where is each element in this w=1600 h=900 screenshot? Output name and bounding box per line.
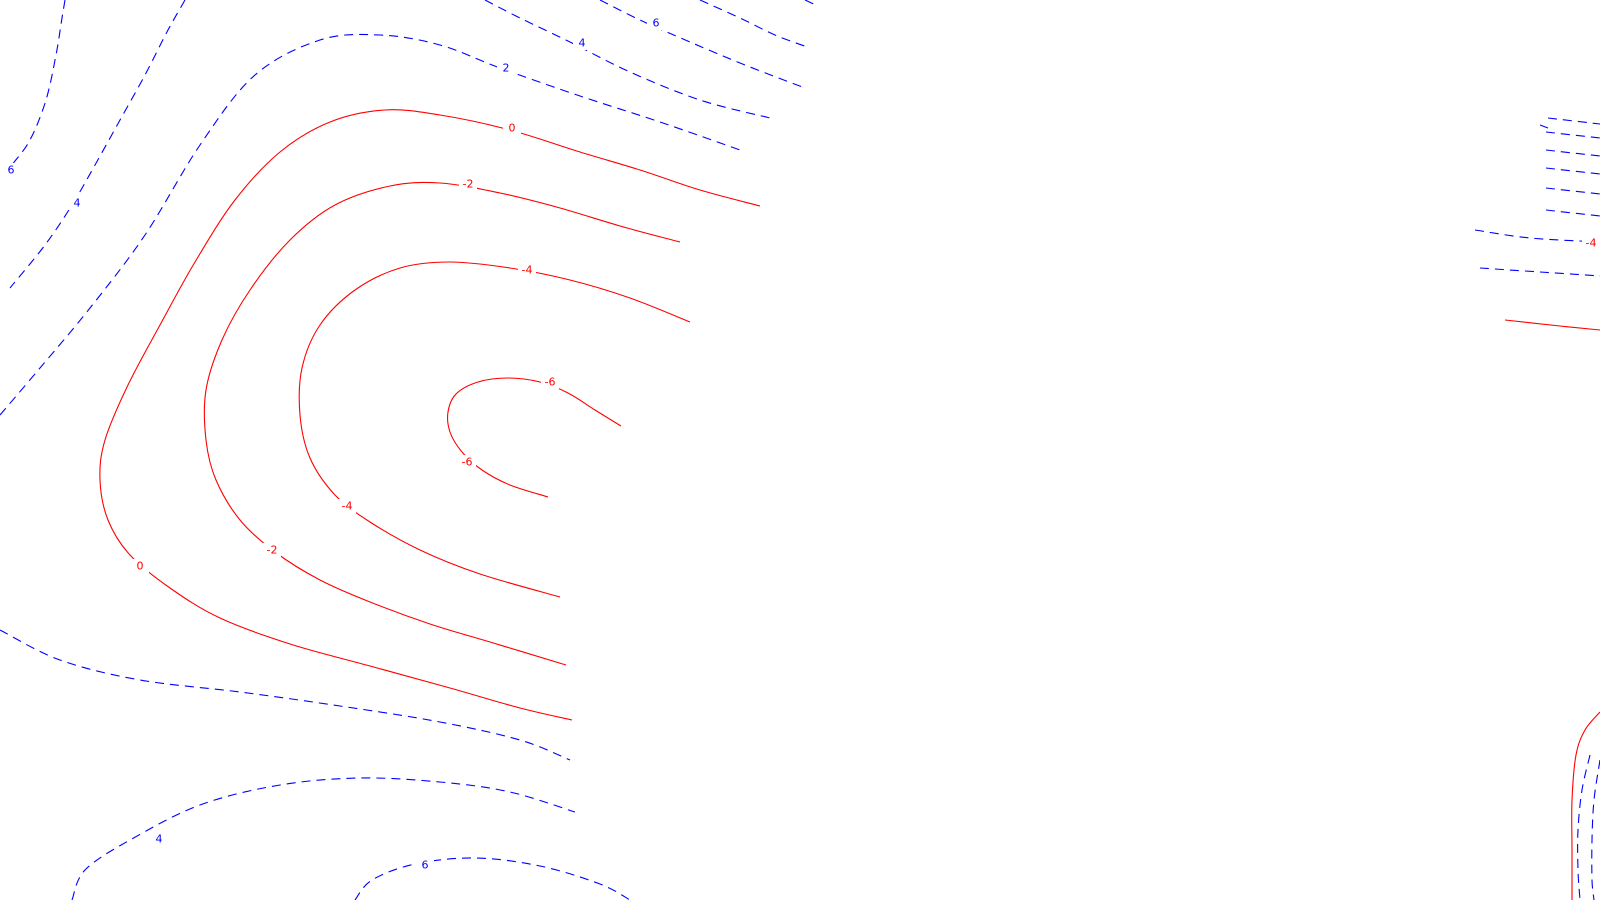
contour-line-negative-22 bbox=[203, 181, 681, 666]
contour-line-positive-8 bbox=[71, 777, 576, 900]
contour-label: -6 bbox=[462, 456, 473, 469]
contour-label: 6 bbox=[653, 17, 660, 30]
contour-label-bg bbox=[150, 832, 168, 846]
contour-line-zero-26 bbox=[1571, 711, 1600, 900]
contour-label-bg bbox=[503, 121, 521, 135]
contour-label-bg bbox=[68, 196, 86, 210]
contour-label: 6 bbox=[422, 859, 429, 872]
contour-line-positive-16 bbox=[1545, 187, 1600, 195]
contour-line-positive-11 bbox=[1479, 267, 1600, 277]
contour-line-positive-12 bbox=[1547, 117, 1600, 125]
contour-label: -2 bbox=[463, 178, 474, 191]
contour-line-positive-3 bbox=[484, 0, 771, 119]
contour-line-positive-18 bbox=[1539, 124, 1549, 129]
contour-label: 4 bbox=[156, 833, 163, 846]
contour-label-bg bbox=[416, 858, 434, 872]
contour-label: -4 bbox=[342, 500, 353, 513]
contour-labels-group: 6 4 2 0 -2 -4 -6 -6 -4 -2 0 6 4 4 6 -4 bbox=[2, 16, 1600, 872]
contour-label: 6 bbox=[8, 164, 15, 177]
contour-label: -4 bbox=[522, 264, 533, 277]
contour-label: 0 bbox=[137, 560, 144, 573]
contour-label-bg bbox=[518, 263, 536, 277]
contour-line-positive-13 bbox=[1545, 131, 1600, 139]
contour-line-zero-25 bbox=[1504, 319, 1600, 331]
contour-label: -6 bbox=[545, 376, 556, 389]
contour-line-positive-15 bbox=[1545, 167, 1600, 175]
contour-line-positive-4 bbox=[599, 0, 806, 89]
contour-label-bg bbox=[647, 16, 665, 30]
contour-label: 2 bbox=[503, 62, 510, 75]
contour-line-positive-5 bbox=[699, 0, 811, 49]
contour-label-bg bbox=[263, 543, 281, 557]
contour-line-positive-0 bbox=[1, 0, 66, 181]
contour-label-bg bbox=[573, 36, 591, 50]
contour-label-bg bbox=[459, 177, 477, 191]
contour-label-bg bbox=[131, 559, 149, 573]
contour-line-positive-2 bbox=[0, 33, 741, 416]
contour-line-positive-20 bbox=[1591, 759, 1600, 900]
contour-label: -4 bbox=[1586, 237, 1597, 250]
contour-label-bg bbox=[458, 455, 476, 469]
contour-line-positive-1 bbox=[9, 0, 186, 289]
contour-line-positive-9 bbox=[354, 857, 631, 900]
contour-line-positive-14 bbox=[1545, 149, 1600, 157]
contour-label: 4 bbox=[579, 37, 586, 50]
contour-line-positive-17 bbox=[1545, 209, 1600, 217]
contour-label-bg bbox=[2, 163, 20, 177]
contour-line-negative-24 bbox=[447, 377, 622, 498]
contour-line-negative-23 bbox=[298, 261, 691, 598]
contour-line-zero-21 bbox=[99, 109, 761, 721]
contour-label: -2 bbox=[267, 544, 278, 557]
contour-line-positive-19 bbox=[1577, 754, 1591, 900]
contour-line-positive-6 bbox=[804, 0, 819, 7]
contour-label: 4 bbox=[74, 197, 81, 210]
contour-label: 0 bbox=[509, 122, 516, 135]
contour-label-bg bbox=[497, 61, 515, 75]
contour-label-bg bbox=[541, 375, 559, 389]
contour-line-positive-10 bbox=[1474, 229, 1600, 243]
contour-label-bg bbox=[1582, 236, 1600, 250]
contour-line-positive-7 bbox=[0, 629, 571, 761]
contour-label-bg bbox=[338, 499, 356, 513]
